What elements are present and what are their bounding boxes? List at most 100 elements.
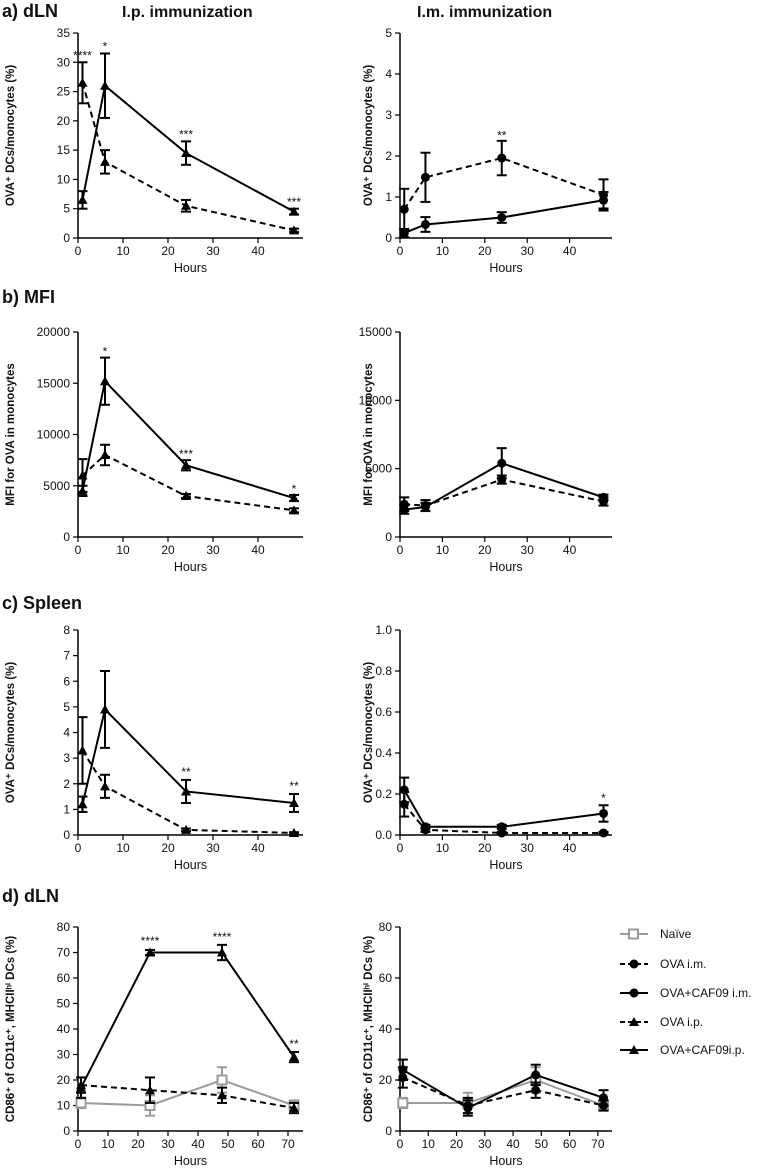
data-point	[289, 493, 299, 503]
significance-annotation: **	[289, 1037, 299, 1051]
x-tick-label: 50	[221, 1137, 235, 1151]
y-tick-label: 3	[63, 751, 70, 765]
legend-label-caf-ip: OVA+CAF09i.p.	[660, 1043, 745, 1057]
y-tick-label: 0.8	[375, 664, 392, 678]
data-point	[497, 153, 507, 163]
series-line-caf_ip	[80, 951, 295, 1089]
data-point	[100, 156, 110, 166]
col-title-ip: I.p. immunization	[122, 4, 253, 21]
data-point	[145, 947, 155, 957]
x-tick-label: 30	[206, 244, 220, 258]
x-tick-label: 20	[478, 244, 492, 258]
y-tick-label: 0	[385, 231, 392, 245]
x-tick-label: 40	[563, 543, 577, 557]
data-point	[181, 824, 191, 834]
x-tick-label: 30	[161, 1137, 175, 1151]
legend-item-ova-im: OVA i.m.	[620, 957, 706, 971]
y-tick-label: 35	[57, 26, 71, 40]
y-tick-label: 60	[379, 971, 393, 985]
y-tick-label: 15000	[37, 376, 71, 390]
series-line-caf_im	[404, 462, 604, 511]
series-caf_ip	[77, 52, 299, 216]
chart-b-im: 0 5000 10000 15000 0 10 20 30 40 Hours MFI for OVA…	[359, 325, 612, 574]
series-line-naive	[402, 1078, 604, 1107]
y-tick-label: 0	[63, 1124, 70, 1138]
x-tick-label: 0	[75, 1137, 82, 1151]
y-tick-label: 15000	[359, 325, 393, 339]
x-axis-label: Hours	[489, 1154, 522, 1168]
data-point	[145, 1085, 155, 1095]
y-axis-label: CD86⁺ of CD11c⁺, MHCIIʰⁱ DCs (%)	[361, 936, 375, 1123]
y-axis-label: OVA⁺ DCs/monocytes (%)	[363, 662, 375, 803]
y-tick-label: 6	[63, 674, 70, 688]
data-point	[497, 458, 507, 468]
data-point	[599, 828, 609, 838]
series-line-caf_im	[403, 789, 604, 828]
data-point	[497, 213, 507, 222]
series-line-ova_im	[404, 478, 604, 507]
data-point	[181, 460, 191, 470]
data-point	[397, 1097, 409, 1109]
x-tick-label: 0	[75, 841, 82, 855]
x-tick-label: 40	[506, 1137, 520, 1151]
y-tick-label: 4	[63, 726, 70, 740]
data-point	[463, 1103, 473, 1113]
y-tick-label: 0	[385, 1124, 392, 1138]
x-tick-label: 0	[75, 543, 82, 557]
y-tick-label: 30	[57, 1048, 71, 1062]
chart-b-ip: 0 5000 10000 15000 20000 0 10 20 30 40 Hours MFI fo…	[5, 325, 303, 574]
col-title-im: I.m. immunization	[417, 4, 552, 21]
y-tick-label: 0	[63, 231, 70, 245]
series-caf_ip	[77, 670, 299, 813]
data-point	[289, 827, 299, 837]
legend-marker-naive	[628, 928, 639, 940]
section-label-b: b) MFI	[2, 287, 55, 307]
x-tick-label: 0	[75, 244, 82, 258]
significance-annotation: **	[289, 779, 299, 793]
y-tick-label: 60	[57, 971, 71, 985]
data-point	[289, 225, 299, 235]
x-tick-label: 70	[591, 1137, 605, 1151]
y-axis-label: OVA⁺ DCs/monocytes (%)	[363, 65, 375, 206]
y-tick-label: 20	[57, 1073, 71, 1087]
data-point	[420, 219, 430, 229]
y-axis-label: MFI for OVA in monocytes	[5, 363, 17, 505]
y-tick-label: 0.6	[375, 705, 392, 719]
y-axis-label: OVA⁺ DCs/monocytes (%)	[5, 65, 17, 206]
legend-item-ova-ip: OVA i.p.	[620, 1015, 703, 1029]
y-tick-label: 20000	[37, 325, 71, 339]
y-tick-label: 30	[57, 55, 71, 69]
x-tick-label: 10	[116, 841, 130, 855]
data-point	[100, 781, 110, 791]
legend-label-naive: Naïve	[660, 927, 692, 941]
legend-item-caf-im: OVA+CAF09 i.m.	[620, 986, 751, 1000]
data-point	[289, 1052, 299, 1062]
x-tick-label: 20	[450, 1137, 464, 1151]
legend-label-ova-ip: OVA i.p.	[660, 1015, 703, 1029]
data-point	[289, 206, 299, 216]
x-tick-label: 10	[116, 244, 130, 258]
x-tick-label: 10	[116, 543, 130, 557]
legend-marker-ova-ip	[629, 1017, 639, 1026]
data-point	[75, 1097, 87, 1109]
series-line-caf_im	[402, 1068, 604, 1110]
data-point	[100, 376, 110, 386]
data-point	[497, 828, 507, 838]
y-tick-label: 1	[63, 802, 70, 816]
y-tick-label: 0.2	[375, 787, 392, 801]
x-tick-label: 0	[397, 244, 404, 258]
series-caf_im	[399, 191, 609, 239]
legend-label-ova-im: OVA i.m.	[660, 957, 706, 971]
y-tick-label: 0	[63, 530, 70, 544]
x-tick-label: 10	[422, 1137, 436, 1151]
data-point	[77, 745, 88, 755]
legend-marker-caf-im	[629, 988, 639, 998]
series-caf_ip	[76, 943, 299, 1099]
x-tick-label: 40	[251, 244, 265, 258]
data-point	[399, 228, 409, 238]
x-tick-label: 30	[521, 543, 535, 557]
data-point	[289, 505, 299, 515]
series-ova_ip	[77, 716, 299, 837]
